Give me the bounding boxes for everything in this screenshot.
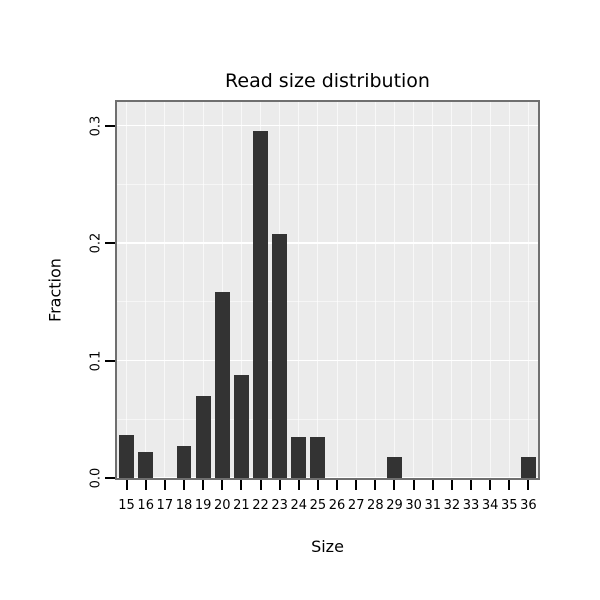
x-axis-tick [259, 480, 262, 490]
bar [214, 292, 230, 478]
bar [119, 434, 135, 478]
y-axis-tick [105, 242, 115, 244]
gridline-vertical [317, 102, 319, 478]
x-axis-tick [278, 480, 281, 490]
x-axis-tick [240, 480, 243, 490]
gridline-vertical [489, 102, 491, 478]
y-axis-tick [105, 477, 115, 479]
bar [138, 452, 154, 478]
gridline-major-horizontal [117, 124, 538, 127]
y-axis-title: Fraction [45, 258, 65, 322]
gridline-minor-horizontal [117, 183, 538, 185]
x-axis-tick [412, 480, 415, 490]
bar [387, 456, 402, 478]
gridline-vertical [374, 102, 376, 478]
x-axis-tick [393, 480, 396, 490]
x-axis-tick [374, 480, 377, 490]
plot-area [117, 102, 538, 478]
gridline-vertical [202, 102, 204, 478]
x-axis-title: Size [311, 537, 344, 556]
y-axis-tick-label: 0.0 [88, 467, 104, 489]
y-axis-tick [105, 359, 115, 362]
bar [233, 374, 249, 478]
x-axis-tick-label: 21 [233, 498, 250, 513]
gridline-vertical [336, 102, 338, 478]
x-axis-tick [527, 480, 530, 490]
x-axis-tick-label: 36 [520, 498, 537, 513]
bar [291, 436, 307, 478]
x-axis-tick-label: 19 [194, 498, 212, 513]
gridline-vertical [527, 102, 529, 478]
gridline-vertical [183, 102, 185, 478]
x-axis-tick [470, 480, 473, 490]
gridline-minor-horizontal [117, 418, 538, 420]
chart-title: Read size distribution [225, 70, 430, 92]
y-axis-tick-label: 0.3 [88, 115, 104, 136]
gridline-major-horizontal [117, 477, 538, 478]
gridline-vertical [298, 102, 300, 478]
bar [176, 446, 192, 478]
gridline-major-horizontal [117, 359, 538, 362]
x-axis-tick-label: 16 [137, 498, 154, 513]
x-axis-tick [221, 480, 224, 490]
x-axis-tick [297, 480, 300, 490]
x-axis-tick-label: 26 [328, 498, 346, 513]
gridline-vertical [470, 102, 472, 478]
gridline-vertical [145, 102, 147, 478]
x-axis-tick-label: 33 [462, 498, 480, 513]
x-axis-tick [202, 480, 205, 490]
x-axis-tick-label: 25 [309, 498, 327, 513]
gridline-vertical [240, 102, 242, 478]
x-axis-tick-label: 17 [156, 498, 174, 513]
x-axis-tick-label: 22 [252, 498, 269, 513]
x-axis-tick [163, 480, 166, 490]
x-axis-tick [336, 480, 339, 490]
x-axis-tick-label: 30 [405, 498, 422, 513]
y-axis-tick-label: 0.2 [88, 232, 104, 254]
gridline-vertical [393, 102, 395, 478]
x-axis-tick-label: 18 [175, 498, 193, 513]
x-axis-tick-label: 35 [501, 498, 518, 513]
x-axis-tick [450, 480, 453, 490]
gridline-vertical [432, 102, 434, 478]
gridline-vertical [451, 102, 453, 478]
plot-panel [115, 100, 540, 480]
x-axis-tick-label: 15 [118, 498, 135, 513]
x-axis-tick [144, 480, 147, 490]
x-axis-tick [182, 480, 185, 490]
y-axis-tick [105, 124, 115, 127]
bar [272, 233, 288, 478]
y-axis-tick-label: 0.1 [88, 350, 104, 371]
x-axis-tick [125, 480, 128, 490]
x-axis-tick [316, 480, 319, 490]
x-axis-tick-label: 24 [290, 498, 308, 513]
x-axis-tick-label: 34 [481, 498, 499, 513]
x-axis-tick-label: 32 [443, 498, 461, 513]
x-axis-tick [355, 480, 358, 490]
x-axis-tick-label: 23 [271, 498, 288, 513]
gridline-minor-horizontal [117, 301, 538, 303]
gridline-vertical [126, 102, 128, 478]
x-axis-tick-label: 31 [424, 498, 442, 513]
gridline-vertical [221, 102, 223, 478]
gridline-vertical [355, 102, 357, 478]
bar [253, 131, 268, 478]
gridline-vertical [508, 102, 510, 478]
x-axis-tick [489, 480, 492, 490]
x-axis-tick-label: 20 [213, 498, 231, 513]
x-axis-tick [431, 480, 434, 490]
gridline-major-horizontal [117, 242, 538, 244]
x-axis-tick-label: 28 [367, 498, 384, 513]
gridline-vertical [164, 102, 166, 478]
gridline-vertical [413, 102, 415, 478]
x-axis-tick [508, 480, 511, 490]
x-axis-tick-label: 27 [347, 498, 365, 513]
x-axis-tick-label: 29 [386, 498, 403, 513]
bar [520, 456, 536, 478]
bar [310, 436, 326, 478]
bar [195, 395, 211, 478]
